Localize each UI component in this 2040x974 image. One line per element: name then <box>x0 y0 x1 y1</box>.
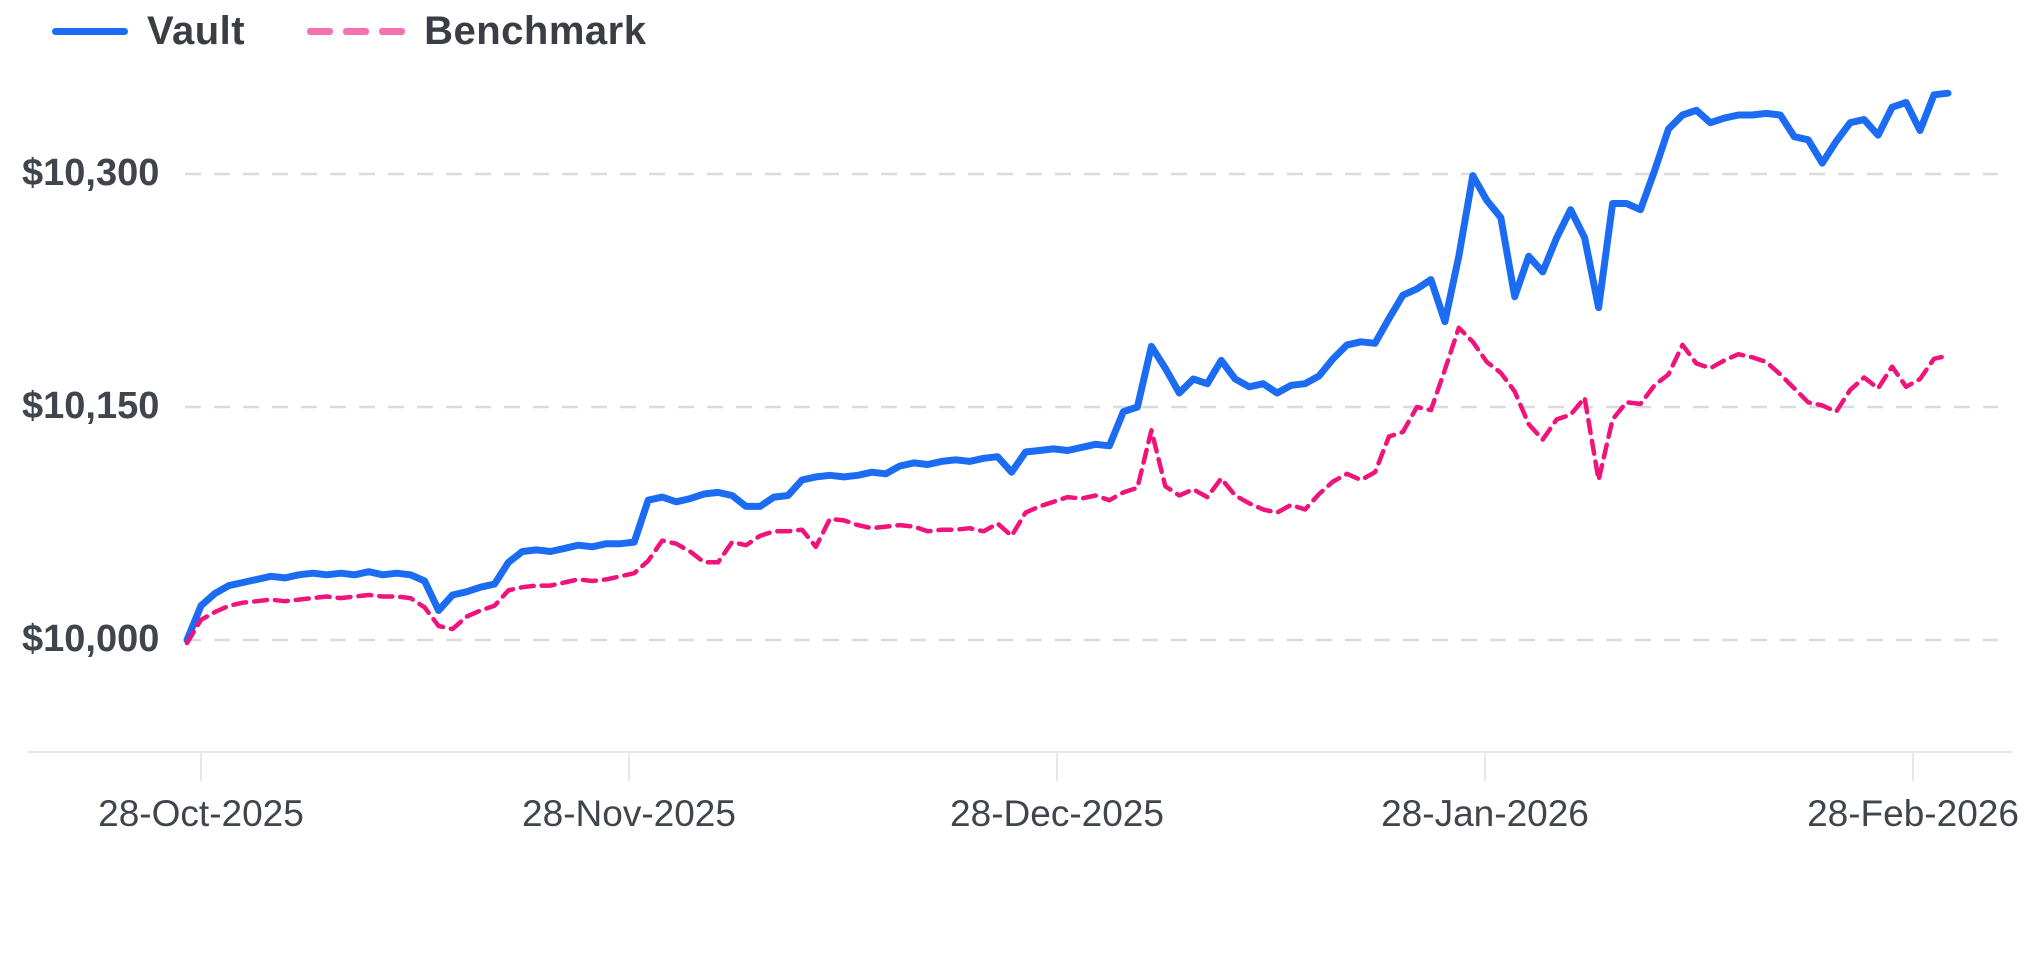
x-axis-label: 28-Oct-2025 <box>98 793 304 834</box>
legend-item-vault[interactable]: Vault <box>52 9 245 54</box>
vault-series-line <box>183 89 1952 644</box>
legend-item-benchmark[interactable]: Benchmark <box>307 9 646 54</box>
y-axis-label: $10,000 <box>22 618 160 660</box>
vault-line-swatch <box>52 27 128 35</box>
y-axis-label: $10,150 <box>22 385 160 427</box>
x-axis-label: 28-Jan-2026 <box>1381 793 1589 834</box>
legend-label-benchmark: Benchmark <box>424 8 647 53</box>
benchmark-line-swatch <box>307 27 406 35</box>
legend-label-vault: Vault <box>147 8 246 53</box>
chart-legend: Vault Benchmark <box>52 8 646 54</box>
benchmark-series-line <box>184 325 1951 646</box>
x-axis-label: 28-Feb-2026 <box>1807 793 2019 834</box>
y-axis-label: $10,300 <box>22 152 160 194</box>
x-axis-label: 28-Dec-2025 <box>950 793 1164 834</box>
x-axis-label: 28-Nov-2025 <box>522 793 736 834</box>
